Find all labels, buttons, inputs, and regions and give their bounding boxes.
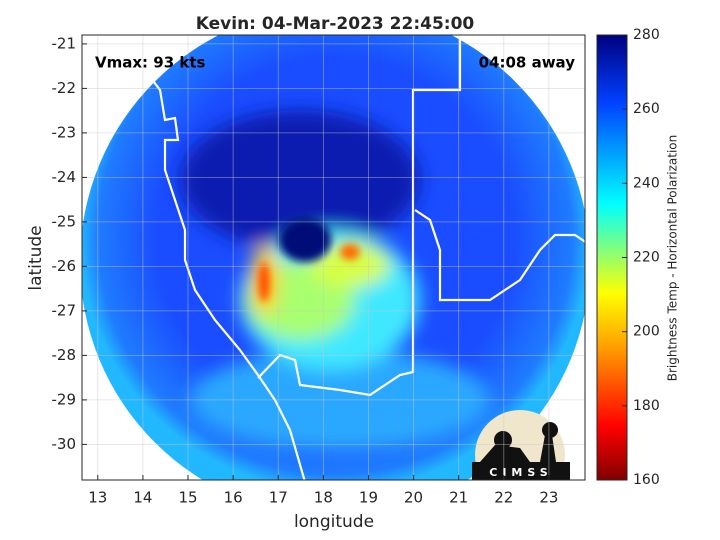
cimss-logo: CIMSS (472, 410, 570, 480)
y-tick-label: -29 (52, 390, 77, 408)
x-tick-label: 15 (178, 489, 197, 507)
y-tick-label: -23 (52, 123, 77, 141)
y-tick-label: -21 (52, 34, 77, 52)
y-tick-label: -28 (52, 346, 77, 364)
colorbar-tick-label: 280 (633, 27, 660, 43)
x-tick-label: 19 (359, 489, 378, 507)
x-tick-label: 21 (449, 489, 468, 507)
annotation: Vmax: 93 kts (95, 54, 205, 72)
swath-image: CIMSS (82, 35, 585, 480)
x-tick-label: 17 (269, 489, 288, 507)
colorbar-tick-label: 200 (633, 324, 660, 340)
colorbar-tick-label: 160 (633, 472, 660, 488)
y-tick-label: -27 (52, 301, 77, 319)
x-tick-label: 20 (404, 489, 423, 507)
y-tick-label: -24 (52, 168, 77, 186)
annotation: 04:08 away (479, 54, 576, 72)
logo-text: CIMSS (489, 466, 552, 479)
colorbar-tick-label: 240 (633, 175, 660, 191)
y-tick-label: -26 (52, 257, 77, 275)
colorbar-tick-label: 180 (633, 398, 660, 414)
y-tick-label: -30 (52, 435, 77, 453)
x-tick-label: 13 (88, 489, 107, 507)
chart-title: Kevin: 04-Mar-2023 22:45:00 (196, 14, 475, 34)
colorbar-tick-label: 260 (633, 101, 660, 117)
x-tick-label: 16 (224, 489, 243, 507)
plot-frame (81, 34, 586, 481)
x-tick-label: 22 (494, 489, 513, 507)
x-tick-label: 23 (539, 489, 558, 507)
colorbar-label: Brightness Temp - Horizontal Polarizatio… (666, 135, 680, 382)
colorbar-tick-label: 220 (633, 250, 660, 266)
y-axis-label: latitude (26, 225, 46, 290)
y-tick-label: -22 (52, 79, 77, 97)
y-tick-label: -25 (52, 212, 77, 230)
x-tick-label: 18 (314, 489, 333, 507)
x-axis-label: longitude (294, 512, 374, 532)
x-tick-label: 14 (133, 489, 152, 507)
